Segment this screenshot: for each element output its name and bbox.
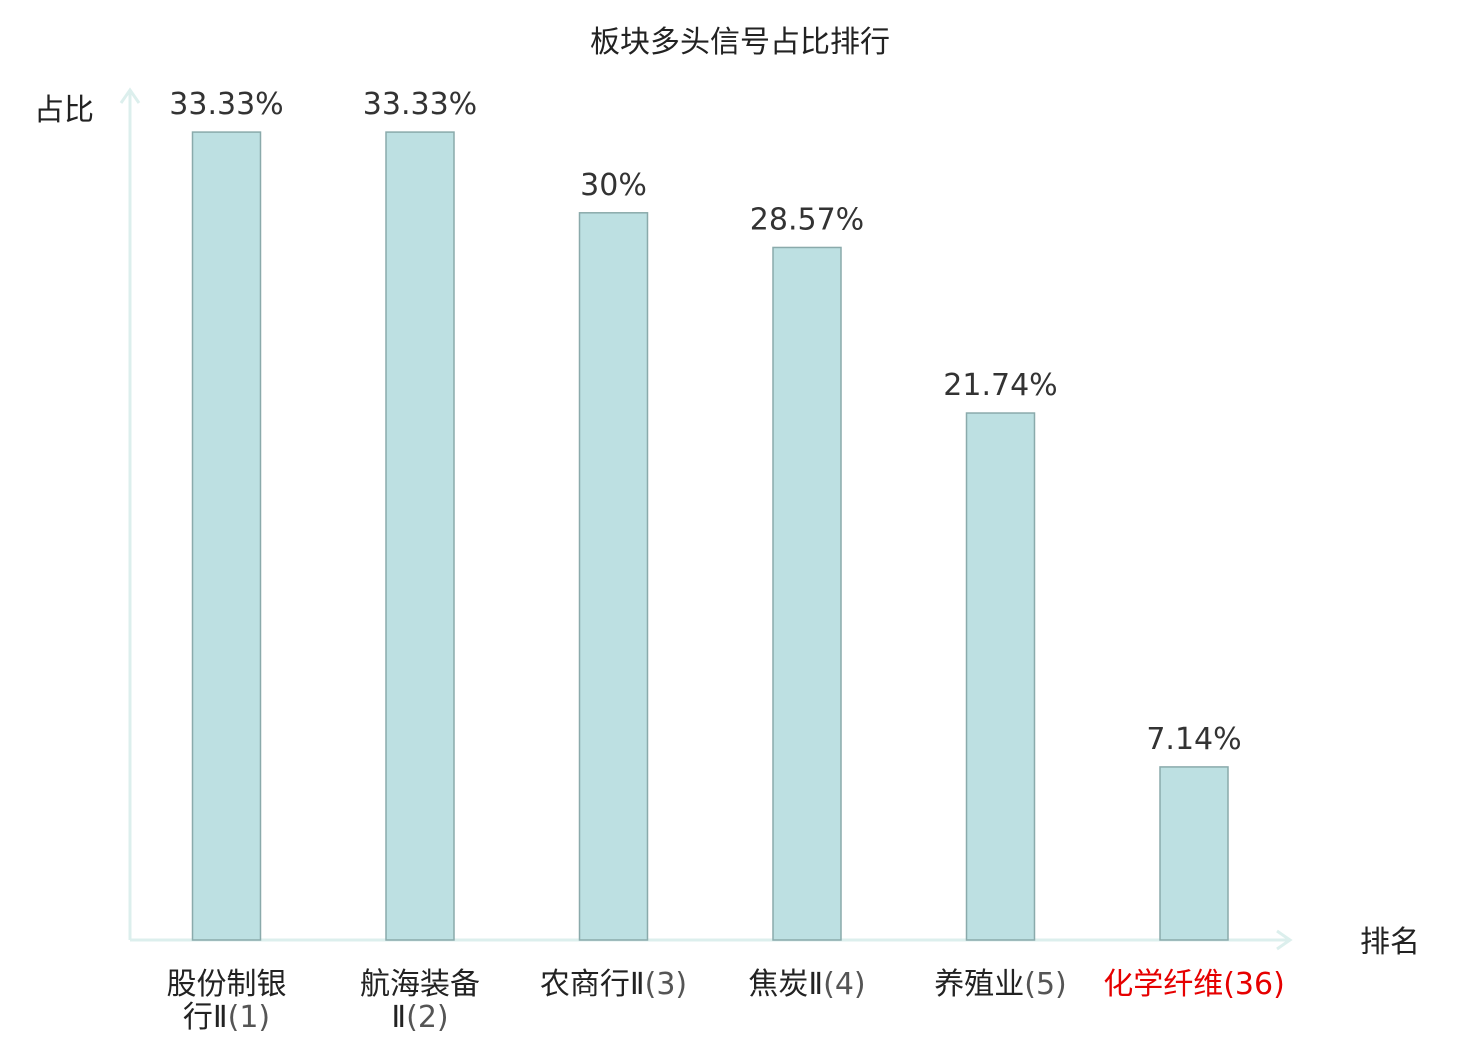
x-axis-label: 排名 [1360, 925, 1420, 960]
bar [385, 131, 455, 941]
x-tick-rank: (1) [228, 1000, 271, 1035]
y-axis-label: 占比 [34, 93, 94, 128]
x-tick-rank: (3) [645, 967, 688, 1002]
bar [1159, 766, 1229, 941]
y-axis-arrow [119, 87, 141, 104]
x-tick-label-line: 行Ⅱ(1) [183, 1000, 270, 1035]
bar [965, 412, 1036, 941]
axes [119, 87, 1293, 951]
bar-value-label: 30% [580, 168, 647, 203]
x-tick-label-line: 化学纤维(36) [1103, 967, 1285, 1002]
x-tick-label-line: Ⅱ(2) [391, 1000, 448, 1035]
x-tick-label-line: 航海装备 [360, 967, 480, 1002]
x-tick-label: 养殖业(5) [934, 967, 1067, 1002]
x-tick-rank: (4) [823, 967, 866, 1002]
x-tick-label-line: 焦炭Ⅱ(4) [748, 967, 865, 1002]
x-tick-rank: (36) [1223, 967, 1285, 1002]
bar-value-label: 28.57% [750, 202, 864, 237]
bar [191, 131, 262, 941]
x-tick-rank: (2) [406, 1000, 449, 1035]
x-tick-label: 化学纤维(36) [1103, 967, 1285, 1002]
chart-title: 板块多头信号占比排行 [590, 25, 890, 60]
x-tick-label-line: 养殖业(5) [934, 967, 1067, 1002]
value-labels: 33.33% 33.33% 30% 28.57% 21.74% 7.14% [169, 87, 1241, 757]
bar [578, 212, 649, 941]
x-tick-label: 股份制银行Ⅱ(1) [167, 967, 287, 1035]
x-tick-label: 焦炭Ⅱ(4) [748, 967, 865, 1002]
x-tick-label-line: 股份制银 [167, 967, 287, 1002]
bar-value-label: 7.14% [1146, 722, 1241, 757]
x-axis-arrow [1276, 929, 1293, 951]
bar [772, 246, 842, 941]
x-tick-rank: (5) [1024, 967, 1067, 1002]
x-tick-label: 农商行Ⅱ(3) [540, 967, 687, 1002]
bar-value-label: 33.33% [169, 87, 283, 122]
bar-value-label: 33.33% [363, 87, 477, 122]
x-tick-label-line: 农商行Ⅱ(3) [540, 967, 687, 1002]
bars [191, 131, 1229, 941]
bar-value-label: 21.74% [943, 368, 1057, 403]
x-tick-label: 航海装备 Ⅱ(2) [360, 967, 480, 1035]
x-tick-labels: 股份制银行Ⅱ(1) 航海装备 Ⅱ(2) 农商行Ⅱ(3) 焦炭Ⅱ(4) 养殖业(5) 化学纤维… [167, 967, 1285, 1035]
